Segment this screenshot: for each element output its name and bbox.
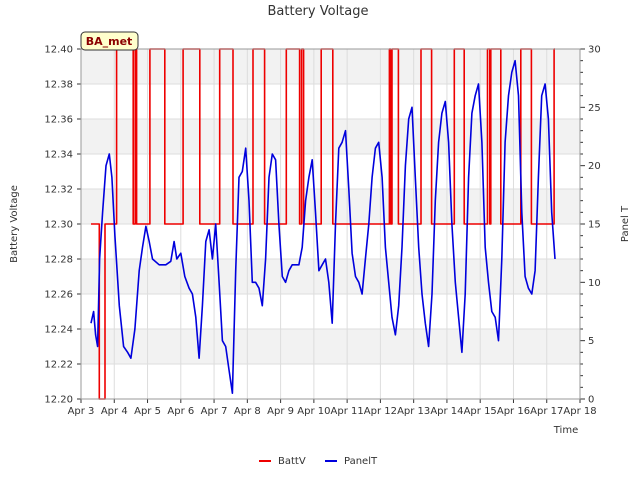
- chart-title: Battery Voltage: [267, 4, 368, 19]
- plot-frame: [80, 48, 581, 400]
- x-tick-label: Apr 6: [167, 406, 194, 417]
- x-tick-label: Apr 3: [68, 406, 95, 417]
- x-tick-label: Apr 4: [101, 406, 128, 417]
- plot-band: [81, 84, 580, 119]
- x-tick-label: Apr 16: [497, 406, 530, 417]
- axes: Apr 3 Apr 4 Apr 5 Apr 6 Apr 7 Apr 8 Apr 9 Apr 1…: [44, 45, 600, 418]
- plot-band: [81, 329, 580, 364]
- y-tick-label: 12.20: [44, 395, 73, 406]
- plot-band: [81, 189, 580, 224]
- x-tick-label: Apr 12: [364, 406, 397, 417]
- x-tick-label: Apr 10: [297, 406, 330, 417]
- x-tick-label: Apr 8: [234, 406, 261, 417]
- x-tick-label: Apr 14: [430, 406, 463, 417]
- y-tick-label: 12.28: [44, 255, 73, 266]
- y-tick-label: 12.24: [44, 325, 73, 336]
- y-tick-label: 12.32: [44, 185, 73, 196]
- x-axis-label: Time: [553, 425, 578, 436]
- y-axis-label: Battery Voltage: [9, 185, 20, 263]
- x-tick-label: Apr 17: [530, 406, 563, 417]
- legend-battv-label: BattV: [278, 456, 306, 467]
- x-tick-label: Apr 13: [397, 406, 430, 417]
- x-tick-label: Apr 18: [563, 406, 596, 417]
- y-tick-label: 12.30: [44, 220, 73, 231]
- series-line-panelt: [90, 59, 556, 395]
- plot-band: [81, 224, 580, 259]
- station-badge-label: BA_met: [86, 35, 133, 48]
- x-tick-label: Apr 11: [331, 406, 364, 417]
- y2-axis-label: Panel T: [620, 205, 631, 242]
- y-tick-label: 12.36: [44, 115, 73, 126]
- y-tick-label: 12.34: [44, 150, 73, 161]
- plot-band: [81, 49, 580, 84]
- x-tick-label: Apr 7: [201, 406, 228, 417]
- y2-tick-label: 0: [588, 395, 594, 406]
- y-tick-label: 12.40: [44, 45, 73, 56]
- plot-band: [81, 259, 580, 294]
- x-tick-label: Apr 9: [267, 406, 294, 417]
- y2-tick-label: 20: [588, 161, 601, 172]
- plot-band: [81, 364, 580, 399]
- y-tick-label: 12.26: [44, 290, 73, 301]
- y2-tick-label: 30: [588, 45, 601, 56]
- legend-panelt-label: PanelT: [344, 456, 378, 467]
- y2-tick-label: 5: [588, 336, 594, 347]
- x-tick-label: Apr 5: [134, 406, 161, 417]
- station-badge: BA_met: [80, 31, 139, 51]
- y2-tick-label: 10: [588, 278, 601, 289]
- y-tick-label: 12.22: [44, 360, 73, 371]
- x-tick-label: Apr 15: [464, 406, 497, 417]
- legend: BattV PanelT: [259, 456, 378, 467]
- y-tick-label: 12.38: [44, 80, 73, 91]
- y2-tick-label: 15: [588, 220, 601, 231]
- y2-tick-label: 25: [588, 103, 601, 114]
